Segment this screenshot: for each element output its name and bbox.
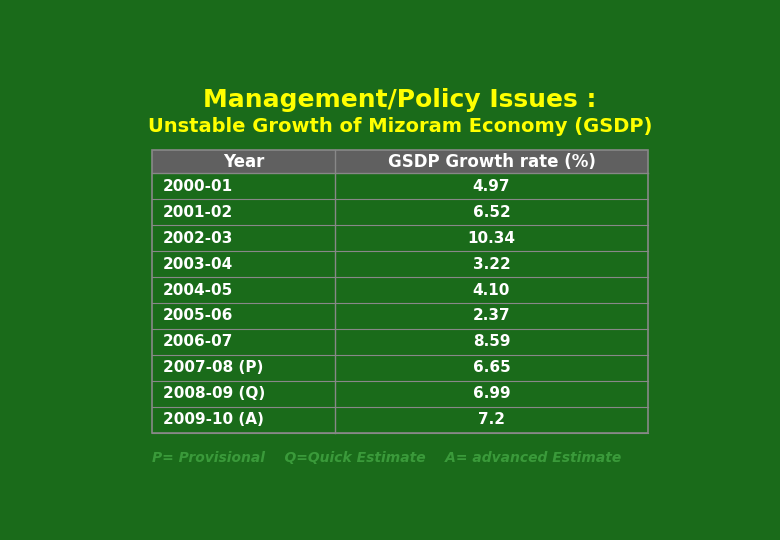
Text: Management/Policy Issues :: Management/Policy Issues : <box>203 87 597 112</box>
Text: 6.65: 6.65 <box>473 360 510 375</box>
Text: 6.52: 6.52 <box>473 205 510 220</box>
Text: GSDP Growth rate (%): GSDP Growth rate (%) <box>388 153 595 171</box>
Text: 2007-08 (P): 2007-08 (P) <box>163 360 263 375</box>
Text: 2004-05: 2004-05 <box>163 282 233 298</box>
Text: 2006-07: 2006-07 <box>163 334 233 349</box>
Text: 2001-02: 2001-02 <box>163 205 233 220</box>
Text: 2.37: 2.37 <box>473 308 510 323</box>
Text: 2003-04: 2003-04 <box>163 256 233 272</box>
Text: 2009-10 (A): 2009-10 (A) <box>163 413 264 427</box>
Text: 7.2: 7.2 <box>478 413 505 427</box>
Text: 6.99: 6.99 <box>473 386 510 401</box>
Text: 2000-01: 2000-01 <box>163 179 233 194</box>
Text: 3.22: 3.22 <box>473 256 510 272</box>
Text: 2002-03: 2002-03 <box>163 231 233 246</box>
Text: 8.59: 8.59 <box>473 334 510 349</box>
Text: 2008-09 (Q): 2008-09 (Q) <box>163 386 265 401</box>
Text: 4.97: 4.97 <box>473 179 510 194</box>
Text: 10.34: 10.34 <box>467 231 516 246</box>
Text: Unstable Growth of Mizoram Economy (GSDP): Unstable Growth of Mizoram Economy (GSDP… <box>147 117 652 136</box>
Text: Year: Year <box>223 153 264 171</box>
Text: 4.10: 4.10 <box>473 282 510 298</box>
Text: P= Provisional    Q=Quick Estimate    A= advanced Estimate: P= Provisional Q=Quick Estimate A= advan… <box>152 451 621 465</box>
Bar <box>152 150 647 173</box>
Text: 2005-06: 2005-06 <box>163 308 233 323</box>
